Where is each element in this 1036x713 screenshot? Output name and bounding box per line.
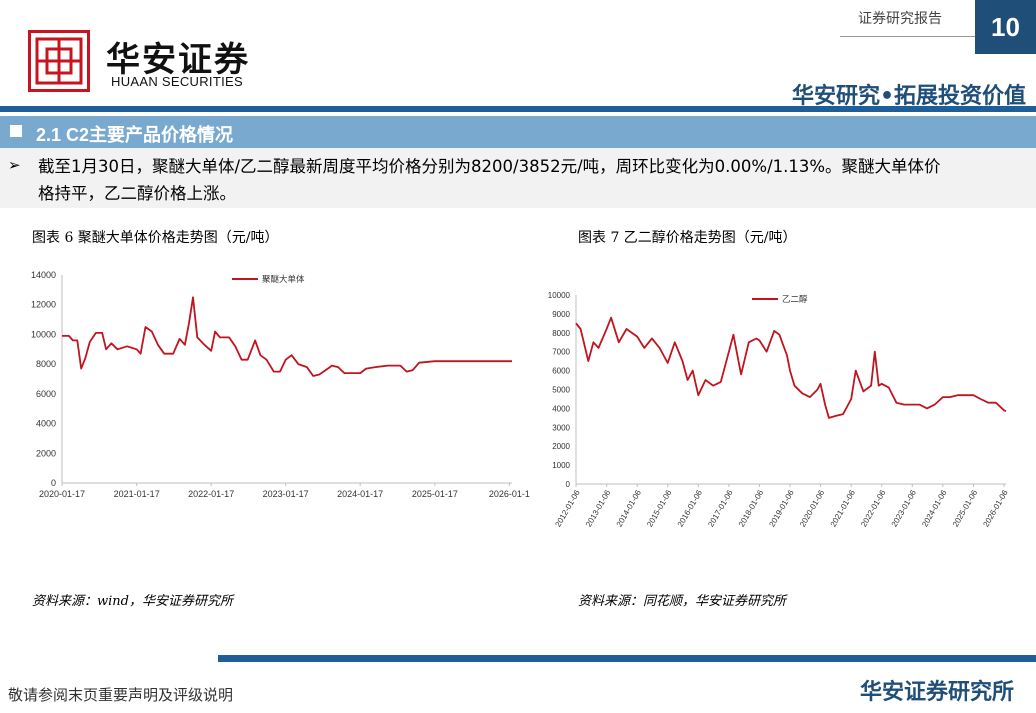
arrow-bullet-icon: ➢ xyxy=(8,157,21,174)
legend-label: 乙二醇 xyxy=(782,294,808,304)
y-tick-label: 6000 xyxy=(552,367,570,376)
footer-disclaimer: 敬请参阅末页重要声明及评级说明 xyxy=(8,686,234,704)
y-tick-label: 4000 xyxy=(36,419,56,429)
x-tick-label: 2021-01-06 xyxy=(829,488,858,528)
y-tick-label: 14000 xyxy=(31,270,56,280)
logo-seal-icon xyxy=(35,37,83,85)
x-tick-label: 2023-01-06 xyxy=(890,488,919,528)
x-tick-label: 2025-01-06 xyxy=(951,488,980,528)
x-tick-label: 2012-01-06 xyxy=(553,488,582,528)
y-tick-label: 10000 xyxy=(548,291,571,300)
x-tick-label: 2020-01-06 xyxy=(798,488,827,528)
figure-6-source: 资料来源：wind，华安证券研究所 xyxy=(32,594,233,609)
y-tick-label: 5000 xyxy=(552,386,570,395)
x-tick-label: 2024-01-17 xyxy=(337,489,383,499)
y-tick-label: 12000 xyxy=(31,300,56,310)
y-tick-label: 8000 xyxy=(552,329,570,338)
section-banner xyxy=(0,116,1036,148)
x-tick-label: 2022-01-17 xyxy=(188,489,234,499)
summary-line-1: 截至1月30日，聚醚大单体/乙二醇最新周度平均价格分别为8200/3852元/吨… xyxy=(38,157,941,176)
x-tick-label: 2016-01-06 xyxy=(676,488,705,528)
x-tick-label: 2023-01-17 xyxy=(263,489,309,499)
y-tick-label: 1000 xyxy=(552,461,570,470)
summary-line-2: 格持平，乙二醇价格上涨。 xyxy=(38,184,236,203)
page-number: 10 xyxy=(975,0,1036,54)
footer-rule xyxy=(218,655,1036,662)
x-tick-label: 2017-01-06 xyxy=(706,488,735,528)
company-logo xyxy=(28,30,90,92)
y-tick-label: 4000 xyxy=(552,404,570,413)
x-tick-label: 2026-01-06 xyxy=(981,488,1010,528)
chart-ethylene-glycol-price: 0 1000 2000 3000 4000 5000 6000 7000 8000 9000 100… xyxy=(548,291,1010,528)
logo-chinese-name: 华安证券 xyxy=(106,40,250,80)
x-tick-label: 2026-01-1 xyxy=(489,489,530,499)
y-tick-label: 10000 xyxy=(31,329,56,339)
summary-text: 截至1月30日，聚醚大单体/乙二醇最新周度平均价格分别为8200/3852元/吨… xyxy=(38,153,1028,207)
summary-box xyxy=(0,148,1036,208)
y-tick-label: 2000 xyxy=(36,448,56,458)
x-tick-label: 2013-01-06 xyxy=(584,488,613,528)
logo-english-name: HUAAN SECURITIES xyxy=(111,74,243,89)
header-divider xyxy=(840,36,975,37)
x-tick-label: 2019-01-06 xyxy=(767,488,796,528)
header-rule xyxy=(0,106,1036,112)
y-tick-label: 6000 xyxy=(36,389,56,399)
footer-brand: 华安证券研究所 xyxy=(859,679,1014,704)
y-tick-label: 0 xyxy=(51,478,56,488)
legend-label: 聚醚大单体 xyxy=(262,274,305,284)
y-tick-label: 7000 xyxy=(552,348,570,357)
header-slogan: 华安研究•拓展投资价值 xyxy=(791,84,1026,109)
x-tick-label: 2022-01-06 xyxy=(859,488,888,528)
figure-7-caption: 图表 7 乙二醇价格走势图（元/吨） xyxy=(578,230,797,246)
y-tick-label: 3000 xyxy=(552,423,570,432)
figure-6-caption: 图表 6 聚醚大单体价格走势图（元/吨） xyxy=(32,230,279,246)
square-bullet-icon xyxy=(10,125,22,137)
x-tick-label: 2021-01-17 xyxy=(114,489,160,499)
figure-7-source: 资料来源：同花顺，华安证券研究所 xyxy=(578,594,787,609)
x-tick-label: 2025-01-17 xyxy=(412,489,458,499)
report-label: 证券研究报告 xyxy=(858,11,942,27)
chart-polyether-price: 0 2000 4000 6000 8000 10000 12000 14000 2020-01-… xyxy=(31,270,530,499)
y-tick-label: 8000 xyxy=(36,359,56,369)
x-tick-label: 2015-01-06 xyxy=(645,488,674,528)
x-tick-label: 2018-01-06 xyxy=(737,488,766,528)
x-tick-label: 2014-01-06 xyxy=(615,488,644,528)
series-line xyxy=(62,296,512,377)
y-tick-label: 0 xyxy=(566,480,571,489)
y-tick-label: 9000 xyxy=(552,310,570,319)
series-line xyxy=(575,316,1007,419)
y-tick-label: 2000 xyxy=(552,442,570,451)
x-tick-label: 2020-01-17 xyxy=(39,489,85,499)
x-tick-label: 2024-01-06 xyxy=(920,488,949,528)
section-title: 2.1 C2主要产品价格情况 xyxy=(36,125,234,145)
